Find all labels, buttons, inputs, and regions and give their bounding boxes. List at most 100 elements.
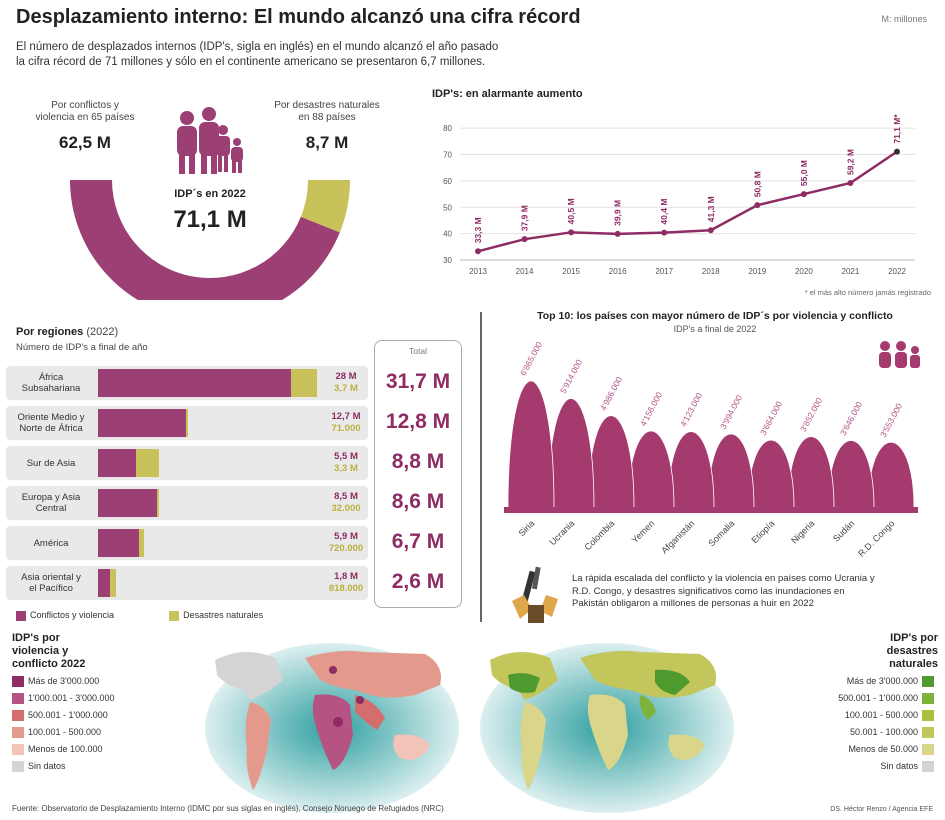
region-label-line2: Central bbox=[35, 503, 67, 514]
top10-category-label: Siria bbox=[517, 518, 537, 538]
map-legend-label: 50.001 - 100.000 bbox=[849, 727, 918, 737]
region-value-disaster: 71.000 bbox=[331, 423, 361, 434]
map-legend-swatch bbox=[12, 727, 24, 739]
top10-data-label: 3'646.000 bbox=[838, 400, 864, 438]
donut-right-value: 8,7 M bbox=[305, 133, 349, 152]
top10-category-label: Somalia bbox=[706, 518, 736, 548]
quote-line-3: Pakistán obligaron a millones de persona… bbox=[572, 598, 814, 609]
region-bar-conflict bbox=[98, 529, 139, 557]
soldier-hands-icon bbox=[512, 566, 558, 623]
region-total: 2,6 M bbox=[391, 570, 445, 593]
page-title: Desplazamiento interno: El mundo alcanzó… bbox=[16, 6, 581, 28]
line-chart-title: IDP's: en alarmante aumento bbox=[432, 88, 583, 100]
line-point bbox=[800, 191, 807, 198]
top10-category-label: Nigeria bbox=[789, 518, 816, 545]
donut-chart bbox=[70, 107, 350, 300]
region-label: África Subsahariana bbox=[6, 372, 96, 394]
region-value-conflict: 5,9 M bbox=[334, 531, 358, 542]
map-legend-swatch bbox=[922, 744, 934, 756]
line-point bbox=[521, 236, 528, 243]
top10-category-label: Yemen bbox=[630, 518, 657, 545]
map-legend-label: 500.001 - 1'000.000 bbox=[28, 710, 108, 720]
region-total: 8,8 M bbox=[391, 450, 445, 473]
line-xtick: 2015 bbox=[562, 267, 580, 276]
map-legend-conflict-title-3: conflicto 2022 bbox=[12, 658, 86, 670]
top10-bar bbox=[707, 433, 755, 509]
map-legend-disasters: IDP's por desastres naturales Más de 3'0… bbox=[820, 632, 938, 775]
map-legend-swatch bbox=[922, 710, 934, 722]
top10-data-label: 3'664.000 bbox=[758, 399, 784, 437]
map-legend-label: 100.001 - 500.000 bbox=[844, 710, 918, 720]
line-data-label: 39,9 M bbox=[613, 200, 623, 226]
region-row bbox=[6, 526, 368, 560]
region-bar-disaster bbox=[185, 409, 188, 437]
map-legend-swatch bbox=[922, 761, 934, 773]
map-legend-swatch bbox=[922, 676, 934, 688]
line-xtick: 2020 bbox=[795, 267, 813, 276]
map-legend-label: Sin datos bbox=[880, 761, 918, 771]
line-point bbox=[707, 227, 714, 234]
region-row bbox=[6, 566, 368, 600]
top10-base bbox=[504, 507, 918, 513]
top10-category-label: Colombia bbox=[582, 518, 616, 552]
region-label-line1: Oriente Medio y bbox=[17, 412, 85, 423]
donut-right-label: Por desastres naturales en 88 países bbox=[262, 100, 392, 124]
region-bar-disaster bbox=[156, 489, 159, 517]
region-value-conflict: 8,5 M bbox=[334, 491, 358, 502]
map-legend-label: Sin datos bbox=[28, 761, 66, 771]
map-legend-swatch bbox=[922, 727, 934, 739]
map-legend-conflict: IDP's por violencia y conflicto 2022 Más… bbox=[12, 632, 115, 775]
region-value-conflict: 5,5 M bbox=[334, 451, 358, 462]
line-data-label: 37,9 M bbox=[520, 205, 530, 231]
line-point bbox=[847, 180, 854, 187]
map-legend-item: 50.001 - 100.000 bbox=[820, 724, 938, 741]
region-label: América bbox=[6, 538, 96, 549]
donut-left-value: 62,5 M bbox=[59, 133, 111, 152]
region-bar-conflict bbox=[98, 369, 292, 397]
legend-swatch-conflict bbox=[16, 610, 26, 621]
region-label-line1: África bbox=[38, 372, 64, 383]
top10-category-label: Sudán bbox=[831, 518, 856, 543]
donut-slice-disaster bbox=[300, 180, 350, 233]
line-data-label: 33,3 M bbox=[473, 217, 483, 243]
donut-left-label-line1: Por conflictos y bbox=[51, 100, 119, 111]
top10-bar bbox=[747, 439, 795, 509]
line-chart: 30 40 50 60 70 80 2013 2014 2015 2016 2017 2018 2019… bbox=[443, 114, 915, 276]
map-legend-label: 500.001 - 1'000.000 bbox=[838, 693, 918, 703]
line-xtick: 2016 bbox=[609, 267, 627, 276]
totals-header: Total bbox=[409, 346, 427, 356]
line-ytick: 80 bbox=[443, 124, 452, 133]
top10-bar bbox=[787, 436, 835, 509]
map-legend-label: Menos de 50.000 bbox=[848, 744, 918, 754]
region-bar-conflict bbox=[98, 489, 157, 517]
region-label-line1: Asia oriental y bbox=[21, 572, 81, 583]
region-row bbox=[6, 446, 368, 480]
donut-slice-conflict bbox=[70, 180, 340, 300]
line-xtick: 2017 bbox=[655, 267, 673, 276]
regions-subtitle: Número de IDP's a final de año bbox=[16, 342, 148, 353]
map-legend-item: Más de 3'000.000 bbox=[820, 673, 938, 690]
region-bar-conflict bbox=[98, 569, 111, 597]
top10-bar bbox=[627, 430, 675, 509]
regions-title: Por regiones (2022) bbox=[16, 326, 118, 338]
map-legend-item: 100.001 - 500.000 bbox=[820, 707, 938, 724]
region-label: Sur de Asia bbox=[6, 458, 96, 469]
top10-chart: 6'865.000 Siria 5'914.000 Ucrania 4'986.000 C… bbox=[504, 340, 918, 559]
map-legend-swatch bbox=[922, 693, 934, 705]
region-total: 8,6 M bbox=[391, 490, 445, 513]
top10-data-label: 3'553.000 bbox=[878, 401, 904, 439]
line-xtick: 2013 bbox=[469, 267, 487, 276]
intro-line-1: El número de desplazados internos (IDP's… bbox=[16, 41, 499, 53]
map-disasters bbox=[480, 643, 734, 813]
line-point bbox=[614, 230, 621, 237]
map-conflict bbox=[205, 643, 459, 813]
map-legend-label: Más de 3'000.000 bbox=[846, 676, 918, 686]
line-point bbox=[894, 148, 900, 155]
quote-text: La rápida escalada del conflicto y la vi… bbox=[572, 573, 932, 611]
region-value-conflict: 12,7 M bbox=[331, 411, 361, 422]
line-chart-note: * el más alto número jamás registrado bbox=[804, 288, 931, 297]
region-label-line1: Sur de Asia bbox=[26, 458, 76, 469]
line-point bbox=[568, 229, 575, 236]
top10-data-label: 4'123.000 bbox=[678, 391, 704, 429]
region-value-disaster: 3,3 M bbox=[334, 463, 358, 474]
